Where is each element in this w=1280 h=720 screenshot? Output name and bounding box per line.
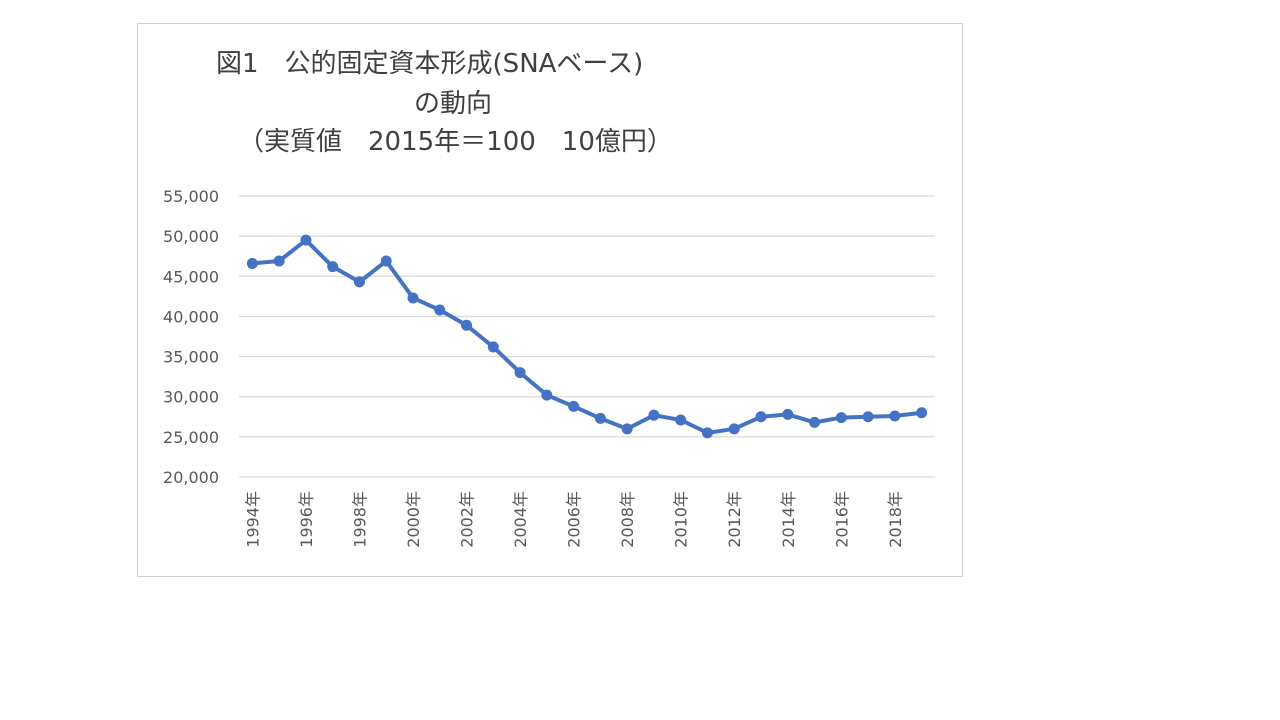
x-tick-label: 2014年 <box>779 491 798 548</box>
data-point <box>327 261 339 273</box>
data-point <box>487 341 499 353</box>
data-point <box>273 255 285 267</box>
data-point <box>434 304 446 316</box>
data-point <box>728 423 740 435</box>
data-point <box>568 400 580 412</box>
data-point <box>889 410 901 422</box>
line-chart: 20,000 25,000 30,000 35,000 40,000 45,000 50,0… <box>163 187 935 548</box>
x-tick-label: 2006年 <box>565 491 584 548</box>
y-tick-label: 50,000 <box>163 227 219 246</box>
data-point <box>675 414 687 426</box>
data-point <box>380 255 392 267</box>
chart-title-line-1: 図1 公的固定資本形成(SNAベース) <box>216 49 644 79</box>
data-point <box>461 319 473 331</box>
y-tick-label: 40,000 <box>163 307 219 326</box>
chart-frame: 図1 公的固定資本形成(SNAベース) の動向 （実質値 2015年＝100 1… <box>137 23 963 577</box>
data-point <box>300 234 312 246</box>
data-point <box>621 423 633 435</box>
data-point <box>541 389 553 401</box>
x-tick-label: 2012年 <box>725 491 744 548</box>
data-point <box>407 292 419 304</box>
x-tick-label: 2010年 <box>672 491 691 548</box>
y-tick-label: 20,000 <box>163 468 219 487</box>
y-tick-label: 55,000 <box>163 187 219 206</box>
data-point <box>648 409 660 421</box>
series-line <box>250 238 924 435</box>
data-point <box>514 367 526 379</box>
data-point <box>835 412 847 424</box>
chart-title-line-2: の動向 <box>414 89 493 119</box>
data-point <box>755 411 767 423</box>
x-tick-label: 2008年 <box>618 491 637 548</box>
x-tick-label: 2004年 <box>511 491 530 548</box>
data-point <box>353 276 365 288</box>
data-point <box>246 257 258 269</box>
x-tick-label: 1994年 <box>243 491 262 548</box>
y-tick-label: 30,000 <box>163 388 219 407</box>
data-point <box>701 427 713 439</box>
data-point <box>809 416 821 428</box>
data-point <box>916 407 928 419</box>
chart-title-line-3: （実質値 2015年＝100 10億円） <box>238 127 673 157</box>
y-tick-label: 35,000 <box>163 348 219 367</box>
data-point <box>594 412 606 424</box>
y-tick-label: 45,000 <box>163 267 219 286</box>
data-point <box>782 408 794 420</box>
x-tick-label: 2018年 <box>886 491 905 548</box>
y-tick-label: 25,000 <box>163 428 219 447</box>
x-tick-label: 2002年 <box>458 491 477 548</box>
x-tick-label: 1996年 <box>297 491 316 548</box>
data-point <box>862 411 874 423</box>
x-tick-label: 1998年 <box>350 491 369 548</box>
x-tick-label: 2016年 <box>832 491 851 548</box>
x-tick-label: 2000年 <box>404 491 423 548</box>
